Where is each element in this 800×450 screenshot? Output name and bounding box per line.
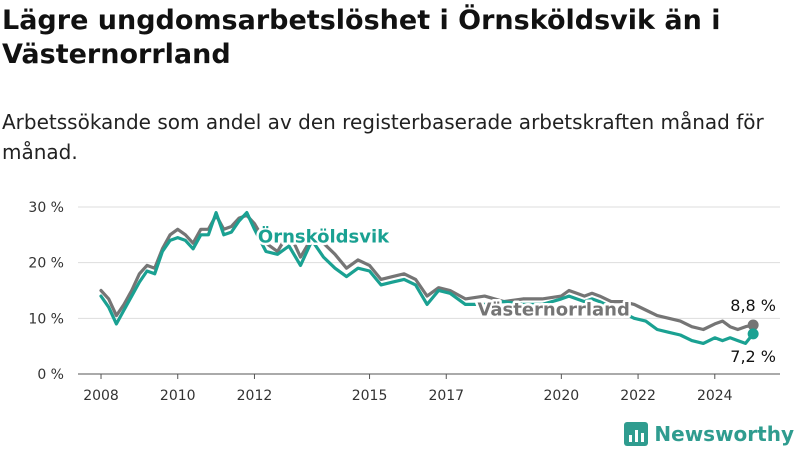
x-tick-label: 2015 [352, 388, 388, 404]
series-label-ornskoldsvik: Örnsköldsvik [258, 226, 390, 248]
series-line-vasternorrland [99, 213, 755, 332]
x-tick-label: 2012 [237, 388, 273, 404]
end-label-ornskoldsvik: 7,2 % [730, 347, 776, 366]
series-label-vasternorrland: Västernorrland [477, 300, 629, 321]
brand-logo: Newsworthy [624, 422, 794, 446]
x-tick-label: 2010 [160, 388, 196, 404]
end-label-vasternorrland: 8,8 % [730, 296, 776, 315]
y-tick-label: 0 % [37, 367, 64, 383]
x-tick-label: 2017 [428, 388, 464, 404]
series-line-ornskoldsvik [99, 211, 755, 345]
y-tick-label: 30 % [28, 200, 64, 216]
y-tick-label: 10 % [28, 311, 64, 327]
x-tick-label: 2008 [83, 388, 119, 404]
x-tick-label: 2022 [620, 388, 656, 404]
end-point-ornskoldsvik [747, 328, 759, 340]
y-tick-label: 20 % [28, 256, 64, 272]
chart-title: Lägre ungdomsarbetslöshet i Örnsköldsvik… [2, 5, 721, 70]
end-point-vasternorrland [747, 319, 759, 331]
chart-subtitle: Arbetssökande som andel av den registerb… [2, 110, 764, 164]
x-tick-label: 2024 [697, 388, 733, 404]
x-tick-label: 2020 [544, 388, 580, 404]
brand-name: Newsworthy [654, 422, 794, 446]
bar-chart-icon [624, 422, 649, 446]
